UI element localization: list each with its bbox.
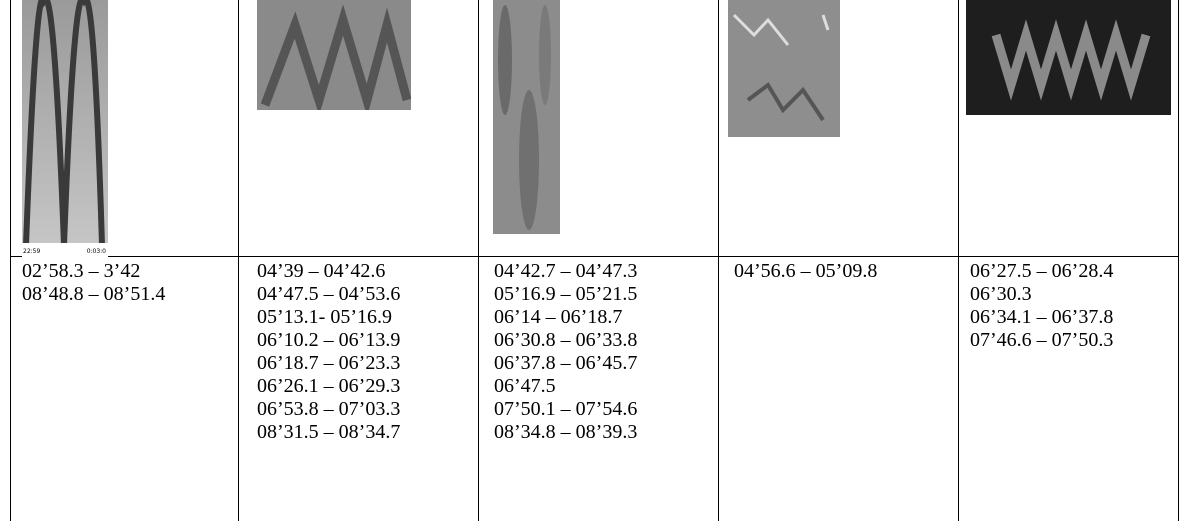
time-range: 04’39 – 04’42.6	[257, 260, 400, 283]
time-range: 06’30.8 – 06’33.8	[494, 329, 637, 352]
thumbnail-label: 22:59	[23, 248, 40, 255]
time-range: 06’53.8 – 07’03.3	[257, 398, 400, 421]
time-range: 06’14 – 06’18.7	[494, 306, 637, 329]
time-range: 06’10.2 – 06’13.9	[257, 329, 400, 352]
thumbnail: 22:59 0:03:0	[22, 0, 108, 257]
thumbnail	[257, 0, 411, 110]
thumbnail	[966, 0, 1171, 115]
time-range: 06’37.8 – 06’45.7	[494, 352, 637, 375]
time-range: 04’56.6 – 05’09.8	[734, 260, 877, 283]
time-range: 08’48.8 – 08’51.4	[22, 283, 165, 306]
time-range: 06’18.7 – 06’23.3	[257, 352, 400, 375]
table-border	[718, 0, 719, 521]
time-range: 08’31.5 – 08’34.7	[257, 421, 400, 444]
time-range: 05’13.1- 05’16.9	[257, 306, 400, 329]
table-border	[958, 0, 959, 521]
time-range: 06’27.5 – 06’28.4	[970, 260, 1113, 283]
time-range: 07’50.1 – 07’54.6	[494, 398, 637, 421]
time-range: 05’16.9 – 05’21.5	[494, 283, 637, 306]
time-cell: 04’56.6 – 05’09.8	[734, 260, 877, 283]
thumbnail	[728, 0, 840, 137]
thumbnail	[493, 0, 560, 234]
table-border	[478, 0, 479, 521]
time-range: 08’34.8 – 08’39.3	[494, 421, 637, 444]
table-border	[10, 0, 11, 521]
time-range: 04’42.7 – 04’47.3	[494, 260, 637, 283]
time-range: 06’26.1 – 06’29.3	[257, 375, 400, 398]
time-range: 04’47.5 – 04’53.6	[257, 283, 400, 306]
thumbnail-label: 0:03:0	[87, 248, 106, 255]
table-border	[1178, 0, 1179, 521]
page: 22:59 0:03:0 02’58.3 – 3’4208’48.8 – 08’…	[0, 0, 1187, 521]
time-range: 07’46.6 – 07’50.3	[970, 329, 1113, 352]
time-range: 02’58.3 – 3’42	[22, 260, 165, 283]
table-border	[10, 256, 1179, 257]
time-range: 06’47.5	[494, 375, 637, 398]
time-range: 06’34.1 – 06’37.8	[970, 306, 1113, 329]
table-border	[238, 0, 239, 521]
time-range: 06’30.3	[970, 283, 1113, 306]
